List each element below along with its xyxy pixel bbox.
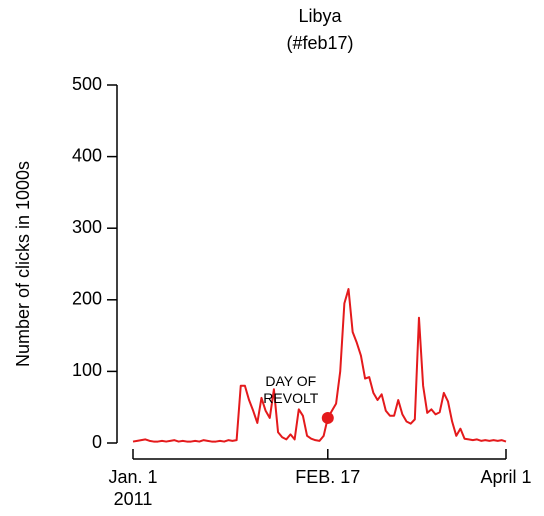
line <box>132 288 507 443</box>
x-tick-label-line: FEB. 17 <box>295 467 360 487</box>
annotation: DAY OF REVOLT <box>263 373 318 406</box>
y-tick-label: 200 <box>72 289 102 309</box>
chart-title: Libya <box>298 6 342 26</box>
chart-subtitle: (#feb17) <box>286 33 353 53</box>
y-tick-label: 500 <box>72 74 102 94</box>
y-tick-label: 300 <box>72 217 102 237</box>
x-tick-label-line: 2011 <box>114 489 153 509</box>
y-tick-label: 0 <box>92 432 102 452</box>
annotation-line: REVOLT <box>263 390 318 406</box>
x-tick-label-line: Jan. 1 <box>108 467 157 487</box>
x-tick-label: FEB. 17 <box>295 467 360 487</box>
x-tick-label-line: April 1 <box>480 467 531 487</box>
x-tick-label: Jan. 1 2011 <box>108 467 157 509</box>
y-axis-label: Number of clicks in 1000s <box>13 161 33 367</box>
highlight-point <box>321 411 334 424</box>
y-tick-label: 400 <box>72 145 102 165</box>
annotation-line: DAY OF <box>265 373 316 389</box>
x-tick-label: April 1 <box>480 467 531 487</box>
y-tick-label: 100 <box>72 360 102 380</box>
